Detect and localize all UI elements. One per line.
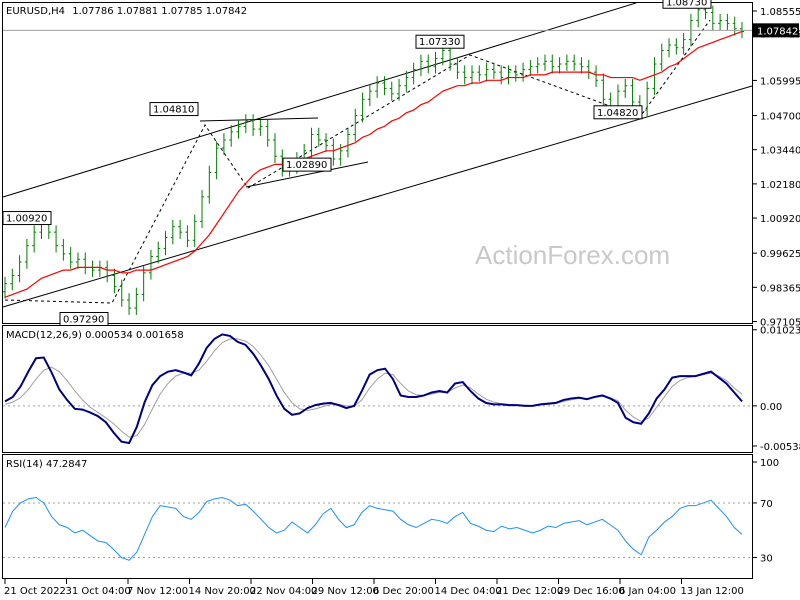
rsi-axis-label: 30 bbox=[760, 554, 773, 565]
ohlc-label: 1.07786 1.07881 1.07785 1.07842 bbox=[72, 6, 247, 17]
price-axis-label: 1.02180 bbox=[760, 180, 800, 191]
annotation-box bbox=[149, 102, 199, 117]
annotation-box bbox=[282, 157, 332, 172]
macd-axis-label: 0.00 bbox=[760, 402, 782, 413]
price-axis-label: 0.99625 bbox=[760, 249, 800, 260]
annotation-layer: 1.00920 0.97290 1.04810 1.02890 1.07330 1.048… bbox=[2, 0, 712, 326]
price-axis-label: 0.98365 bbox=[760, 283, 800, 294]
x-axis-label: 31 Oct 04:00 bbox=[66, 586, 131, 597]
sma-line bbox=[4, 30, 743, 298]
annotation-box bbox=[662, 0, 712, 9]
annotation-box bbox=[593, 105, 643, 120]
x-axis-label: 29 Nov 12:00 bbox=[312, 586, 379, 597]
macd-axis-label: 0.010232 bbox=[760, 326, 800, 337]
macd-pane bbox=[2, 325, 753, 453]
macd-signal-line bbox=[4, 338, 743, 438]
triangle-upper-line bbox=[199, 117, 319, 122]
x-axis: 21 Oct 2022 31 Oct 04:007 Nov 12:00 14 Nov… bbox=[4, 579, 744, 597]
watermark: ActionForex.com bbox=[475, 240, 670, 270]
macd-axis-label: -0.005389 bbox=[760, 442, 800, 453]
channel-lower-line bbox=[2, 85, 753, 308]
channel-lines bbox=[2, 2, 753, 308]
macd-layer bbox=[3, 333, 752, 445]
price-axis-label: 1.03440 bbox=[760, 146, 800, 157]
x-axis-label: 29 Dec 16:00 bbox=[558, 586, 625, 597]
x-axis-label: 21 Oct 2022 bbox=[4, 586, 66, 597]
current-price-label: 1.07842 bbox=[757, 26, 798, 37]
x-axis-label: 7 Nov 12:00 bbox=[127, 586, 188, 597]
x-axis-label: 14 Nov 20:00 bbox=[189, 586, 256, 597]
x-axis-label: 13 Jan 12:00 bbox=[681, 586, 744, 597]
price-axis-label: 1.04700 bbox=[760, 112, 800, 123]
rsi-pane bbox=[2, 454, 753, 579]
annotation-label: 0.97290 bbox=[63, 314, 104, 325]
price-layer bbox=[3, 3, 752, 315]
x-axis-label: 6 Jan 04:00 bbox=[619, 586, 676, 597]
price-axis-label: 1.05995 bbox=[760, 76, 800, 87]
annotation-label: 1.08730 bbox=[666, 0, 707, 8]
annotation-box bbox=[59, 311, 109, 326]
price-axis-label: 0.97105 bbox=[760, 318, 800, 329]
current-price-tag bbox=[753, 23, 799, 38]
annotation-label: 1.02890 bbox=[286, 160, 327, 171]
x-axis-label: 21 Dec 12:00 bbox=[496, 586, 563, 597]
annotation-label: 1.04810 bbox=[153, 105, 194, 116]
price-axis-label: 1.00920 bbox=[760, 214, 800, 225]
price-pane bbox=[2, 2, 753, 324]
rsi-line bbox=[4, 496, 743, 561]
rsi-axis-label: 70 bbox=[760, 499, 773, 510]
rsi-axis-label: 100 bbox=[760, 458, 779, 469]
annotation-label: 1.00920 bbox=[6, 214, 47, 225]
macd-header: MACD(12,26,9) 0.000534 0.001658 bbox=[6, 330, 184, 341]
x-axis-label: 14 Dec 04:00 bbox=[435, 586, 502, 597]
price-axis: 1.085551.077251.059951.047001.034401.021… bbox=[752, 7, 800, 329]
annotation-label: 1.07330 bbox=[419, 37, 460, 48]
chart-symbol-ohlc: EURUSD,H4 1.07786 1.07881 1.07785 1.0784… bbox=[6, 6, 247, 17]
rsi-layer bbox=[3, 496, 752, 561]
annotation-label: 1.04820 bbox=[597, 108, 638, 119]
x-axis-label: 22 Nov 04:00 bbox=[250, 586, 317, 597]
macd-axis: 0.010232 0.00 -0.005389 bbox=[752, 326, 800, 453]
annotation-box bbox=[415, 34, 465, 49]
rsi-axis: 100 70 30 bbox=[752, 458, 779, 565]
x-axis-label: 6 Dec 20:00 bbox=[373, 586, 434, 597]
symbol-label: EURUSD,H4 bbox=[6, 6, 65, 17]
rsi-header: RSI(14) 47.2847 bbox=[6, 459, 87, 470]
channel-upper-line bbox=[2, 2, 637, 198]
macd-line bbox=[4, 333, 743, 445]
annotation-box bbox=[2, 211, 52, 226]
price-axis-label: 1.08555 bbox=[760, 7, 800, 18]
triangle-lower-line bbox=[245, 161, 369, 188]
